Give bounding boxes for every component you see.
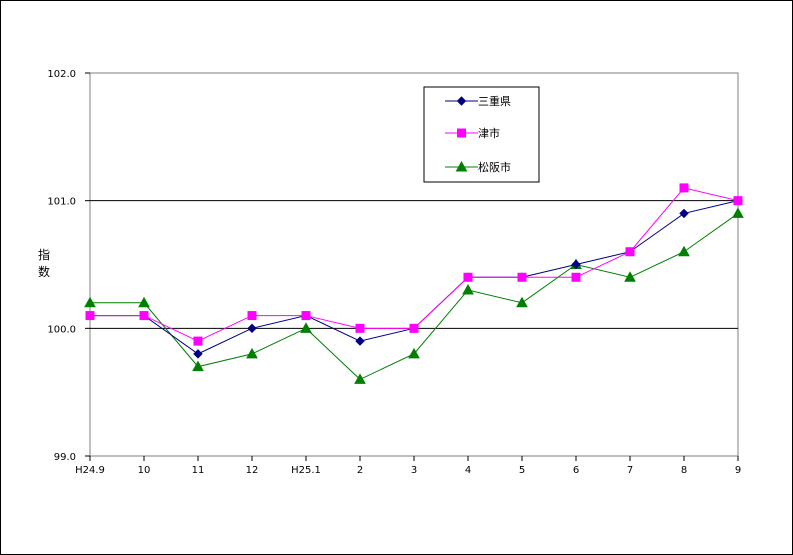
series-1-point-1 — [139, 311, 149, 321]
series-1-point-4 — [301, 311, 311, 321]
legend-marker-2 — [455, 160, 468, 172]
series-0-point-11 — [679, 208, 689, 219]
x-tick-label-12: 9 — [735, 465, 741, 476]
series-1-point-9 — [571, 272, 581, 282]
series-2-point-2 — [192, 360, 204, 372]
legend-marker-0 — [456, 96, 467, 106]
series-2-point-7 — [462, 284, 474, 295]
series-2-point-4 — [300, 322, 312, 333]
series-0-point-3 — [247, 323, 257, 334]
plot-area — [89, 72, 739, 457]
series-2-point-5 — [354, 373, 366, 384]
y-axis-label-line2: 数 — [38, 264, 50, 279]
x-tick-label-4: H25.1 — [291, 465, 321, 476]
series-2-point-1 — [138, 296, 150, 308]
legend-box — [423, 86, 540, 183]
series-2-point-3 — [246, 347, 258, 359]
series-1-point-8 — [517, 272, 527, 282]
series-1-point-12 — [733, 196, 743, 206]
y-tick-label-0: 99.0 — [54, 452, 76, 463]
x-tick-label-0: H24.9 — [75, 465, 105, 476]
x-tick-label-6: 3 — [411, 465, 417, 476]
series-layer — [84, 183, 744, 384]
series-1-point-5 — [355, 323, 365, 333]
series-1-point-6 — [409, 323, 419, 333]
x-tick-label-2: 11 — [192, 465, 205, 476]
x-tick-label-3: 12 — [246, 465, 259, 476]
series-2-point-8 — [516, 296, 528, 308]
series-0-point-2 — [193, 349, 203, 359]
series-1-point-2 — [193, 336, 203, 346]
series-1 — [85, 183, 743, 346]
x-tick-label-9: 6 — [573, 465, 579, 476]
y-tick-label-2: 101.0 — [47, 197, 76, 208]
x-tick-label-5: 2 — [357, 465, 363, 476]
series-1-point-11 — [679, 183, 689, 193]
x-tick-label-11: 8 — [681, 465, 687, 476]
x-tick-label-8: 5 — [519, 465, 525, 476]
legend-label-1: 津市 — [478, 126, 500, 140]
series-2-point-6 — [408, 347, 420, 359]
legend-label-2: 松阪市 — [478, 160, 511, 174]
x-tick-label-1: 10 — [138, 465, 151, 476]
series-0-point-9 — [571, 259, 581, 270]
series-2-point-10 — [624, 271, 636, 282]
series-2-point-12 — [732, 207, 744, 218]
series-0-point-5 — [355, 336, 365, 346]
y-axis-label-line1: 指 — [38, 247, 50, 262]
series-1-point-0 — [85, 311, 95, 321]
legend-marker-1 — [457, 128, 466, 138]
y-tick-label-3: 102.0 — [47, 69, 76, 80]
x-tick-label-7: 4 — [465, 465, 471, 476]
y-tick-label-1: 100.0 — [47, 324, 76, 335]
series-2-point-11 — [678, 245, 690, 257]
series-1-point-10 — [625, 247, 635, 257]
legend-label-0: 三重県 — [478, 94, 511, 108]
y-axis-ticks: 99.0 100.0 101.0 102.0 — [47, 69, 90, 463]
series-2-point-0 — [84, 296, 96, 308]
x-axis-ticks: H24.9 10 11 12 H25.1 2 3 4 5 6 7 8 9 — [75, 456, 741, 476]
x-tick-label-10: 7 — [627, 465, 633, 476]
series-2 — [84, 207, 744, 384]
series-1-point-3 — [247, 311, 257, 321]
series-1-point-7 — [463, 272, 473, 282]
